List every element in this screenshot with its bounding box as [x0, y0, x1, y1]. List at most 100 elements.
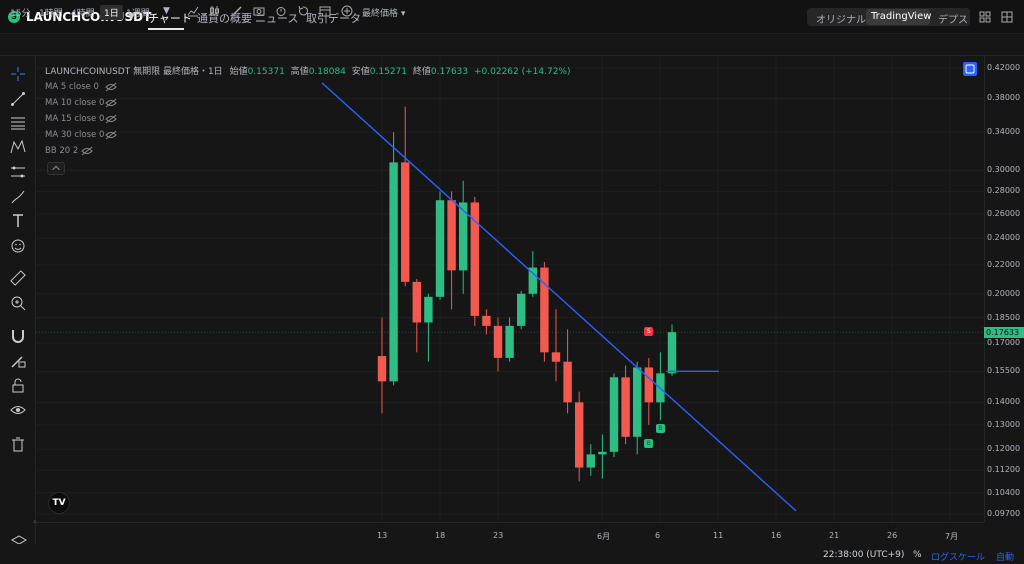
- candle-body: [644, 367, 653, 403]
- open-label: 始値: [229, 67, 248, 77]
- indicator-ma10[interactable]: MA 10 close 0: [45, 98, 105, 108]
- buy-signal-marker[interactable]: B: [655, 424, 665, 433]
- chart-type-icon[interactable]: [187, 5, 199, 17]
- clock: 22:38:00 (UTC+9): [823, 550, 905, 560]
- open-value: 0.15371: [247, 67, 285, 77]
- price-tick-label: 0.30000: [987, 165, 1021, 175]
- timeframe-15m[interactable]: 15分: [10, 9, 31, 19]
- tradingview-logo: TV: [48, 492, 70, 514]
- candle-body: [633, 367, 642, 437]
- price-tick-label: 0.10400: [987, 487, 1021, 497]
- alarm-icon[interactable]: [275, 5, 287, 17]
- eye-icon[interactable]: [10, 402, 26, 418]
- layout-grid-icon[interactable]: [979, 11, 991, 23]
- zoom-in-icon[interactable]: [10, 295, 26, 311]
- price-tick-label: 0.38000: [987, 93, 1021, 103]
- price-tick-label: 0.12000: [987, 444, 1021, 454]
- price-tick-label: 0.22000: [987, 259, 1021, 269]
- emoji-icon[interactable]: [10, 238, 26, 254]
- camera-icon[interactable]: [253, 5, 265, 17]
- eye-off-icon[interactable]: [105, 130, 117, 140]
- ruler-icon[interactable]: [10, 270, 26, 286]
- eye-off-icon[interactable]: [105, 82, 117, 92]
- candle-body: [389, 162, 398, 382]
- price-tick-label: 0.20000: [987, 288, 1021, 298]
- calendar-icon[interactable]: [319, 5, 331, 17]
- indicators-icon[interactable]: [209, 5, 221, 17]
- close-value: 0.17633: [430, 67, 469, 77]
- timeframe-1d[interactable]: 1日: [100, 5, 123, 20]
- crosshair-icon[interactable]: [10, 66, 26, 82]
- chart-area[interactable]: [36, 56, 984, 522]
- price-tick-label: 0.11200: [987, 465, 1021, 475]
- indicator-ma5[interactable]: MA 5 close 0: [45, 82, 99, 92]
- tab-news[interactable]: ニュース: [255, 12, 299, 25]
- view-tradingview[interactable]: TradingView: [871, 11, 932, 22]
- sell-signal-marker[interactable]: S: [644, 327, 654, 336]
- time-axis[interactable]: [36, 522, 984, 542]
- candle-body: [517, 293, 526, 326]
- low-value: 0.15271: [369, 67, 408, 77]
- percent-toggle[interactable]: %: [913, 550, 922, 560]
- candlestick-chart[interactable]: [36, 56, 984, 522]
- active-tab-underline: [148, 28, 184, 30]
- timeframe-4h[interactable]: 4時間: [71, 9, 95, 19]
- add-icon[interactable]: [341, 5, 353, 17]
- pair-dropdown-icon[interactable]: ▼: [128, 12, 135, 22]
- chart-settings-icon[interactable]: [963, 62, 977, 76]
- eye-off-icon[interactable]: [105, 114, 117, 124]
- timeframe-1w[interactable]: 1週間: [126, 9, 150, 19]
- candle-body: [424, 296, 433, 323]
- candle-body: [401, 162, 410, 282]
- auto-scale-toggle[interactable]: 自動: [996, 553, 1015, 563]
- candle-body: [528, 267, 537, 294]
- trend-line-icon[interactable]: [10, 91, 26, 107]
- candle-body: [667, 332, 677, 374]
- time-tick-label: 7月: [945, 532, 959, 541]
- time-tick-label: 6: [655, 531, 661, 540]
- candle-body: [551, 352, 561, 362]
- timeframe-more-icon[interactable]: ▼: [163, 6, 170, 16]
- projection-icon[interactable]: [10, 164, 26, 180]
- replay-icon[interactable]: [297, 5, 309, 17]
- timeframe-1h[interactable]: 1時間: [39, 9, 63, 19]
- brush-icon[interactable]: [10, 189, 26, 205]
- tab-chart[interactable]: チャート: [148, 12, 192, 25]
- trash-icon[interactable]: [10, 436, 26, 452]
- price-axis[interactable]: [984, 56, 1024, 522]
- candle-body: [493, 325, 503, 358]
- indicator-ma15[interactable]: MA 15 close 0: [45, 114, 105, 124]
- coin-logo-icon: S: [8, 11, 20, 23]
- pencil-icon[interactable]: [231, 5, 243, 17]
- ohlc-legend: LAUNCHCOINUSDT 無期限 最終価格・1日 始値0.15371 高値0…: [45, 64, 571, 77]
- collapse-legend-icon[interactable]: [47, 162, 65, 175]
- legend-title: LAUNCHCOINUSDT 無期限 最終価格・1日: [45, 67, 223, 77]
- view-original[interactable]: オリジナル: [816, 15, 866, 26]
- candle-body: [598, 451, 607, 455]
- chart-toolbar: [0, 34, 1024, 56]
- price-tick-label: 0.28000: [987, 186, 1021, 196]
- log-scale-toggle[interactable]: ログスケール: [931, 553, 986, 563]
- high-value: 0.18084: [308, 67, 346, 77]
- text-icon[interactable]: [10, 213, 26, 229]
- lock-icon[interactable]: [10, 378, 26, 394]
- multi-chart-icon[interactable]: [1001, 11, 1013, 23]
- indicator-bb[interactable]: BB 20 2: [45, 146, 79, 156]
- status-bar: [0, 544, 1024, 564]
- time-tick-label: 26: [887, 531, 898, 540]
- drawing-toolbar: [0, 56, 36, 564]
- trend-line[interactable]: [321, 82, 797, 512]
- price-tick-label: 0.13000: [987, 419, 1021, 429]
- view-depth[interactable]: デプス: [938, 15, 968, 26]
- eye-off-icon[interactable]: [105, 98, 117, 108]
- tab-coin-overview[interactable]: 通貨の概要: [197, 12, 252, 25]
- magnet-icon[interactable]: [10, 328, 26, 344]
- price-type-dropdown[interactable]: 最終価格 ▾: [362, 9, 406, 19]
- eye-off-icon[interactable]: [81, 146, 93, 156]
- buy-signal-marker[interactable]: B: [644, 439, 654, 448]
- lock-pencil-icon[interactable]: [10, 353, 26, 369]
- pattern-icon[interactable]: [10, 139, 26, 155]
- scroll-left-icon[interactable]: ‹: [33, 517, 37, 526]
- fib-lines-icon[interactable]: [10, 115, 26, 131]
- indicator-ma30[interactable]: MA 30 close 0: [45, 130, 105, 140]
